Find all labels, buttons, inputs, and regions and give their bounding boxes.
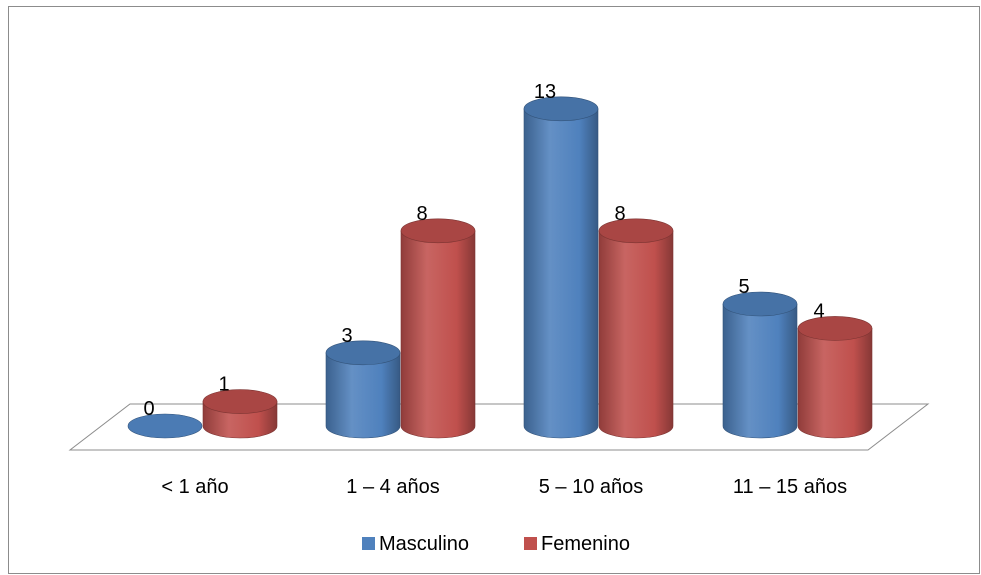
bar-masculino-1 <box>325 340 401 439</box>
data-label: 8 <box>614 203 625 225</box>
data-label: 5 <box>738 276 749 298</box>
bar-femenino-0 <box>202 389 278 439</box>
legend-item-masculino: Masculino <box>362 533 469 555</box>
bar-femenino-3 <box>797 316 873 439</box>
bar-masculino-0 <box>127 413 203 439</box>
data-label: 8 <box>416 203 427 225</box>
bar-masculino-3 <box>722 291 798 439</box>
x-tick-label: 5 – 10 años <box>539 476 644 498</box>
bar-femenino-2 <box>598 218 674 439</box>
data-label: 3 <box>341 325 352 347</box>
legend-item-femenino: Femenino <box>524 533 630 555</box>
x-tick-label: < 1 año <box>161 476 228 498</box>
x-tick-label: 1 – 4 años <box>346 476 439 498</box>
chart-area <box>8 6 980 574</box>
data-label: 1 <box>218 374 229 396</box>
data-label: 13 <box>534 81 556 103</box>
x-tick-label: 11 – 15 años <box>733 476 847 498</box>
legend-swatch <box>362 537 375 550</box>
data-label: 0 <box>143 398 154 420</box>
bar-femenino-1 <box>400 218 476 439</box>
legend-label: Femenino <box>541 533 630 555</box>
data-label: 4 <box>813 300 824 322</box>
bar-masculino-2 <box>523 96 599 439</box>
legend-swatch <box>524 537 537 550</box>
legend-label: Masculino <box>379 533 469 555</box>
